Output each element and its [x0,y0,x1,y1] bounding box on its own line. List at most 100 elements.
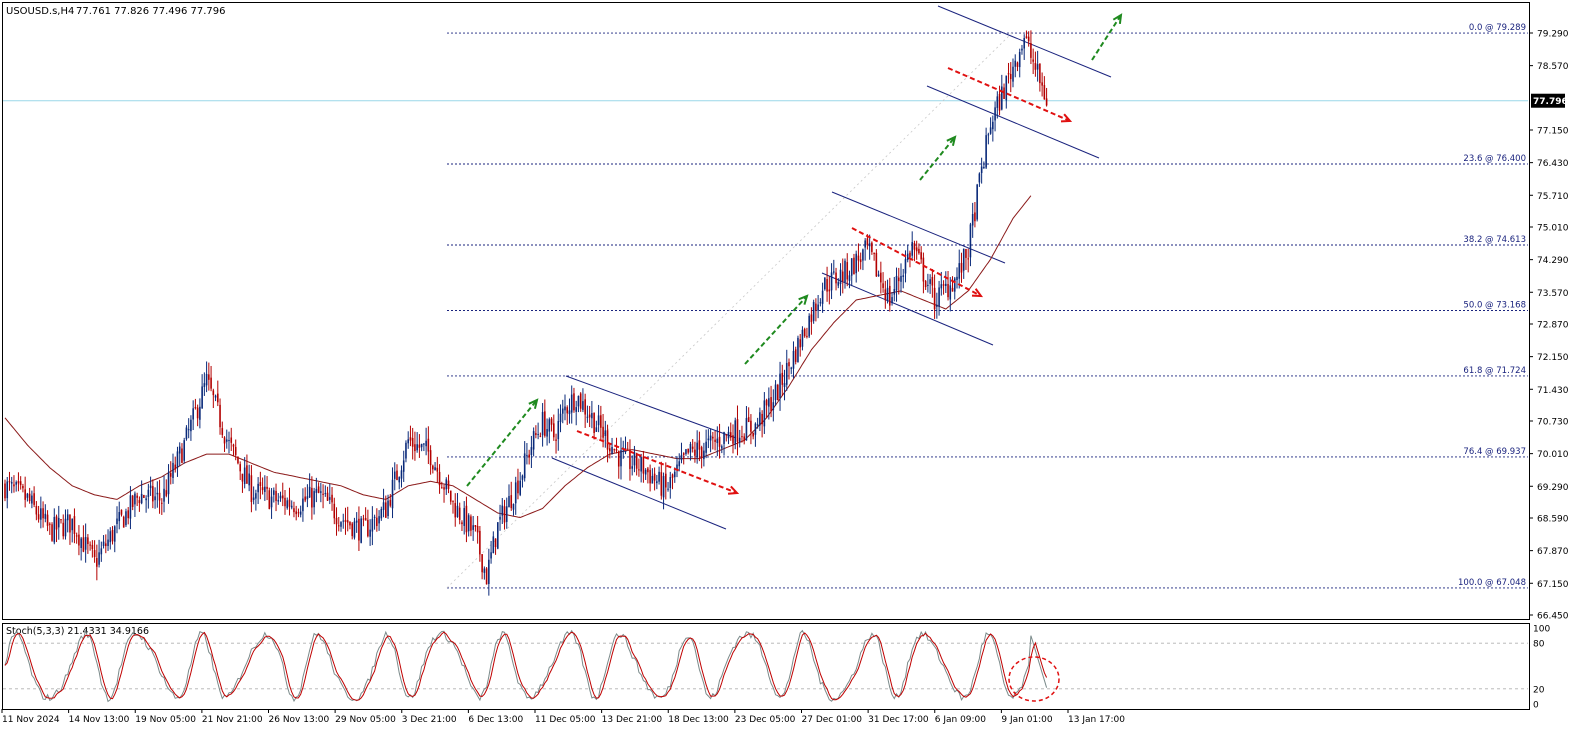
candle-body [691,446,694,449]
candle-body [508,496,510,508]
candle-body [673,471,676,478]
candle-body [862,249,864,261]
candle-body [723,432,725,444]
candle-body [393,471,396,479]
candle-body [745,418,748,441]
candle-body [609,448,611,452]
red-dashed-arrow-icon [576,430,738,494]
candle-body [185,427,188,440]
candle-body [656,481,658,484]
candle-body [940,284,943,289]
candle-body [387,500,389,517]
candle-body [449,490,452,502]
candle-body [510,495,513,509]
candle-body [1041,82,1043,86]
candle-body [165,490,168,496]
candle-body [87,537,89,545]
candle-body [122,516,125,528]
candle-body [111,530,114,542]
candle-body [434,467,436,471]
candle-body [1021,48,1023,51]
time-tick-label: 29 Nov 05:00 [335,715,396,725]
candle-body [389,499,392,506]
candle-body [483,568,486,573]
candle-body [326,492,329,501]
candle-body [176,451,179,468]
red-dashed-arrow-icon-head [727,485,740,495]
candle-body [635,453,638,469]
price-tick-label: 72.150 [1537,353,1569,363]
candle-body [886,287,889,302]
candle-body [750,420,752,432]
price-tick-label: 72.870 [1537,321,1569,331]
candle-body [591,413,593,419]
candle-body [239,464,241,472]
candle-body [42,508,44,519]
candle-body [55,516,58,530]
green-dashed-arrow-icon-head [798,294,809,305]
candle-body [174,464,177,470]
stoch-tick-label: 20 [1533,685,1545,695]
candle-body [89,544,91,546]
candle-body [228,440,230,442]
candle-body [456,505,459,518]
candle-body [313,491,315,508]
candle-body [640,457,642,472]
candle-body [875,252,878,277]
candle-body [819,302,822,304]
candle-body [337,525,340,527]
candle-body [850,258,853,276]
candle-body [606,430,609,450]
fib-level-label: 0.0 @ 79.289 [1469,23,1526,33]
candle-body [559,413,562,422]
candle-body [781,372,784,385]
candle-body [550,418,553,425]
candle-body [965,249,967,258]
green-dashed-arrow-icon-head [528,398,539,409]
candle-body [857,255,860,261]
time-tick-label: 31 Dec 17:00 [868,715,929,725]
time-tick-label: 6 Dec 13:00 [468,715,523,725]
candle-body [136,495,138,498]
candle-body [1032,59,1034,62]
candle-body [971,214,974,226]
candle-body [696,442,698,458]
candle-body [738,437,741,443]
candle-body [346,520,349,523]
candle-body [465,505,468,533]
candle-body [308,486,311,498]
candle-body [53,516,56,543]
candle-body [199,406,201,420]
candle-body [169,473,172,477]
candle-body [602,426,604,438]
candle-body [1005,75,1008,101]
candle-body [140,493,143,504]
red-dashed-circle-icon [1008,656,1060,702]
candle-body [385,502,387,518]
candle-body [712,436,714,439]
candle-body [490,552,492,559]
candle-body [80,538,82,549]
candle-body [915,247,918,252]
candle-body [987,134,990,136]
candle-body [255,493,257,499]
candle-body [474,525,477,527]
candle-body [40,508,42,520]
candle-body [69,514,71,533]
candle-body [364,517,367,521]
candle-body [846,262,849,280]
candle-body [689,443,692,453]
candle-body [275,490,277,501]
candlesticks [4,30,1048,596]
candle-body [871,242,873,252]
candle-body [714,439,716,442]
channel-line [926,85,1100,159]
candle-body [866,238,869,246]
candle-body [232,444,235,447]
candle-body [996,96,999,108]
time-tick-label: 6 Jan 09:00 [935,715,987,725]
candle-body [821,290,824,304]
candle-body [436,467,439,472]
candle-body [161,502,163,504]
